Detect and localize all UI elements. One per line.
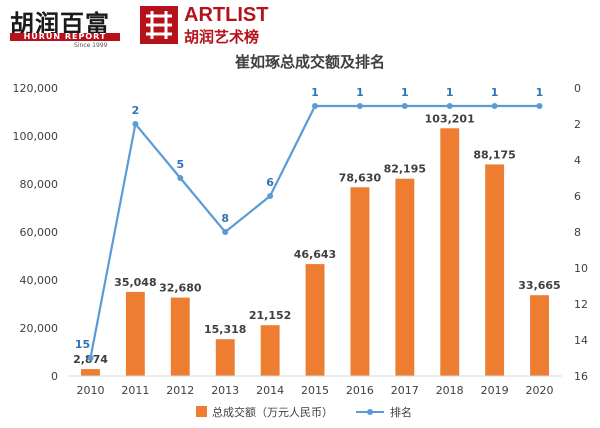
branding-header: 胡润百富 HURUN REPORT Since 1999 ARTLIST 胡润艺… <box>0 0 600 50</box>
rank-point-2018 <box>446 103 453 109</box>
bar-label-2012: 32,680 <box>159 282 202 295</box>
rank-point-2014 <box>267 193 274 199</box>
rank-label-2020: 1 <box>536 86 544 99</box>
bar-label-2013: 15,318 <box>204 323 246 336</box>
axes: 2010 2011 2012 2013 2014 2015 2016 2017 2018 2019… <box>13 82 589 397</box>
rank-label-2011: 2 <box>132 104 140 117</box>
bar-2014 <box>260 325 280 376</box>
bar-label-2020: 33,665 <box>518 279 560 292</box>
bar-2013 <box>215 339 235 376</box>
rank-label-2018: 1 <box>446 86 454 99</box>
bar-2018 <box>440 128 460 376</box>
rank-label-2015: 1 <box>311 86 319 99</box>
x-tick-2010: 2010 <box>77 384 105 397</box>
x-tick-2015: 2015 <box>301 384 329 397</box>
x-tick-2017: 2017 <box>391 384 419 397</box>
y-left-tick-120000: 120,000 <box>13 82 59 95</box>
rank-point-2017 <box>401 103 408 109</box>
bar-2017 <box>395 178 415 376</box>
y-right-tick-6: 6 <box>574 190 581 203</box>
y-left-tick-100000: 100,000 <box>13 130 59 143</box>
rank-point-2015 <box>312 103 318 109</box>
rank-point-2010 <box>87 355 94 361</box>
artlist-logo-chinese: 胡润艺术榜 <box>184 28 260 46</box>
bar-2016 <box>350 187 370 376</box>
bar-label-2015: 46,643 <box>294 248 336 261</box>
bar-2015 <box>305 264 325 376</box>
y-right-tick-8: 8 <box>574 226 581 239</box>
legend-bar-swatch <box>196 406 207 417</box>
rank-label-2019: 1 <box>491 86 499 99</box>
rank-label-2010: 15 <box>75 338 90 351</box>
rank-label-2014: 6 <box>266 176 274 189</box>
rank-point-2020 <box>536 103 543 109</box>
x-tick-2014: 2014 <box>256 384 284 397</box>
bar-2010 <box>81 369 100 376</box>
y-left-tick-80000: 80,000 <box>20 178 59 191</box>
bar-2019 <box>485 164 505 376</box>
x-tick-2013: 2013 <box>211 384 239 397</box>
rank-point-2016 <box>356 103 363 109</box>
x-tick-2018: 2018 <box>436 384 464 397</box>
bar-2012 <box>170 297 190 376</box>
x-tick-2012: 2012 <box>166 384 194 397</box>
bar-label-2014: 21,152 <box>249 309 291 322</box>
hurun-logo-bar <box>10 33 120 41</box>
legend-line-marker <box>367 409 373 415</box>
rank-point-2012 <box>177 175 184 181</box>
rank-point-2019 <box>491 103 498 109</box>
y-left-tick-60000: 60,000 <box>20 226 59 239</box>
rank-label-2012: 5 <box>176 158 184 171</box>
rank-label-2016: 1 <box>356 86 364 99</box>
legend-line-label: 排名 <box>390 405 412 419</box>
chart-title: 崔如琢总成交额及排名 <box>234 53 385 71</box>
bar-2011 <box>125 291 145 376</box>
bar-label-2016: 78,630 <box>339 171 382 184</box>
y-left-tick-40000: 40,000 <box>20 274 59 287</box>
bar-label-2017: 82,195 <box>384 163 426 176</box>
legend-bar-label: 总成交额（万元人民币） <box>212 405 333 419</box>
hurun-logo: 胡润百富 HURUN REPORT Since 1999 <box>10 4 122 49</box>
hurun-logo-english: HURUN REPORT <box>23 32 107 41</box>
y-right-tick-16: 16 <box>574 370 588 383</box>
rank-point-2011 <box>132 121 139 127</box>
bar-2020 <box>530 295 549 376</box>
bar-label-2019: 88,175 <box>473 148 515 161</box>
legend: 总成交额（万元人民币） 排名 <box>196 405 412 419</box>
bar-label-2018: 103,201 <box>425 112 475 125</box>
x-tick-2016: 2016 <box>346 384 374 397</box>
rank-point-2013 <box>222 229 229 235</box>
rank-label-2017: 1 <box>401 86 409 99</box>
y-right-tick-4: 4 <box>574 154 581 167</box>
line-series: 15 2 5 8 6 1 1 1 1 1 1 <box>75 86 543 361</box>
artlist-logo-english: ARTLIST <box>184 4 269 26</box>
y-left-tick-20000: 20,000 <box>20 322 59 335</box>
x-tick-2019: 2019 <box>481 384 509 397</box>
bar-series: 2,87435,04832,68015,31821,15246,64378,63… <box>73 112 561 376</box>
y-right-tick-2: 2 <box>574 118 581 131</box>
artlist-mark-icon <box>140 6 178 44</box>
y-left-tick-0: 0 <box>51 370 58 383</box>
bar-label-2011: 35,048 <box>114 276 156 289</box>
hurun-logo-since: Since 1999 <box>74 42 108 49</box>
rank-label-2013: 8 <box>221 212 229 225</box>
y-right-tick-0: 0 <box>574 82 581 95</box>
x-tick-2011: 2011 <box>121 384 149 397</box>
y-right-tick-10: 10 <box>574 262 588 275</box>
y-right-tick-12: 12 <box>574 298 588 311</box>
y-right-tick-14: 14 <box>574 334 588 347</box>
x-tick-2020: 2020 <box>526 384 554 397</box>
artlist-logo: ARTLIST 胡润艺术榜 <box>140 4 290 46</box>
